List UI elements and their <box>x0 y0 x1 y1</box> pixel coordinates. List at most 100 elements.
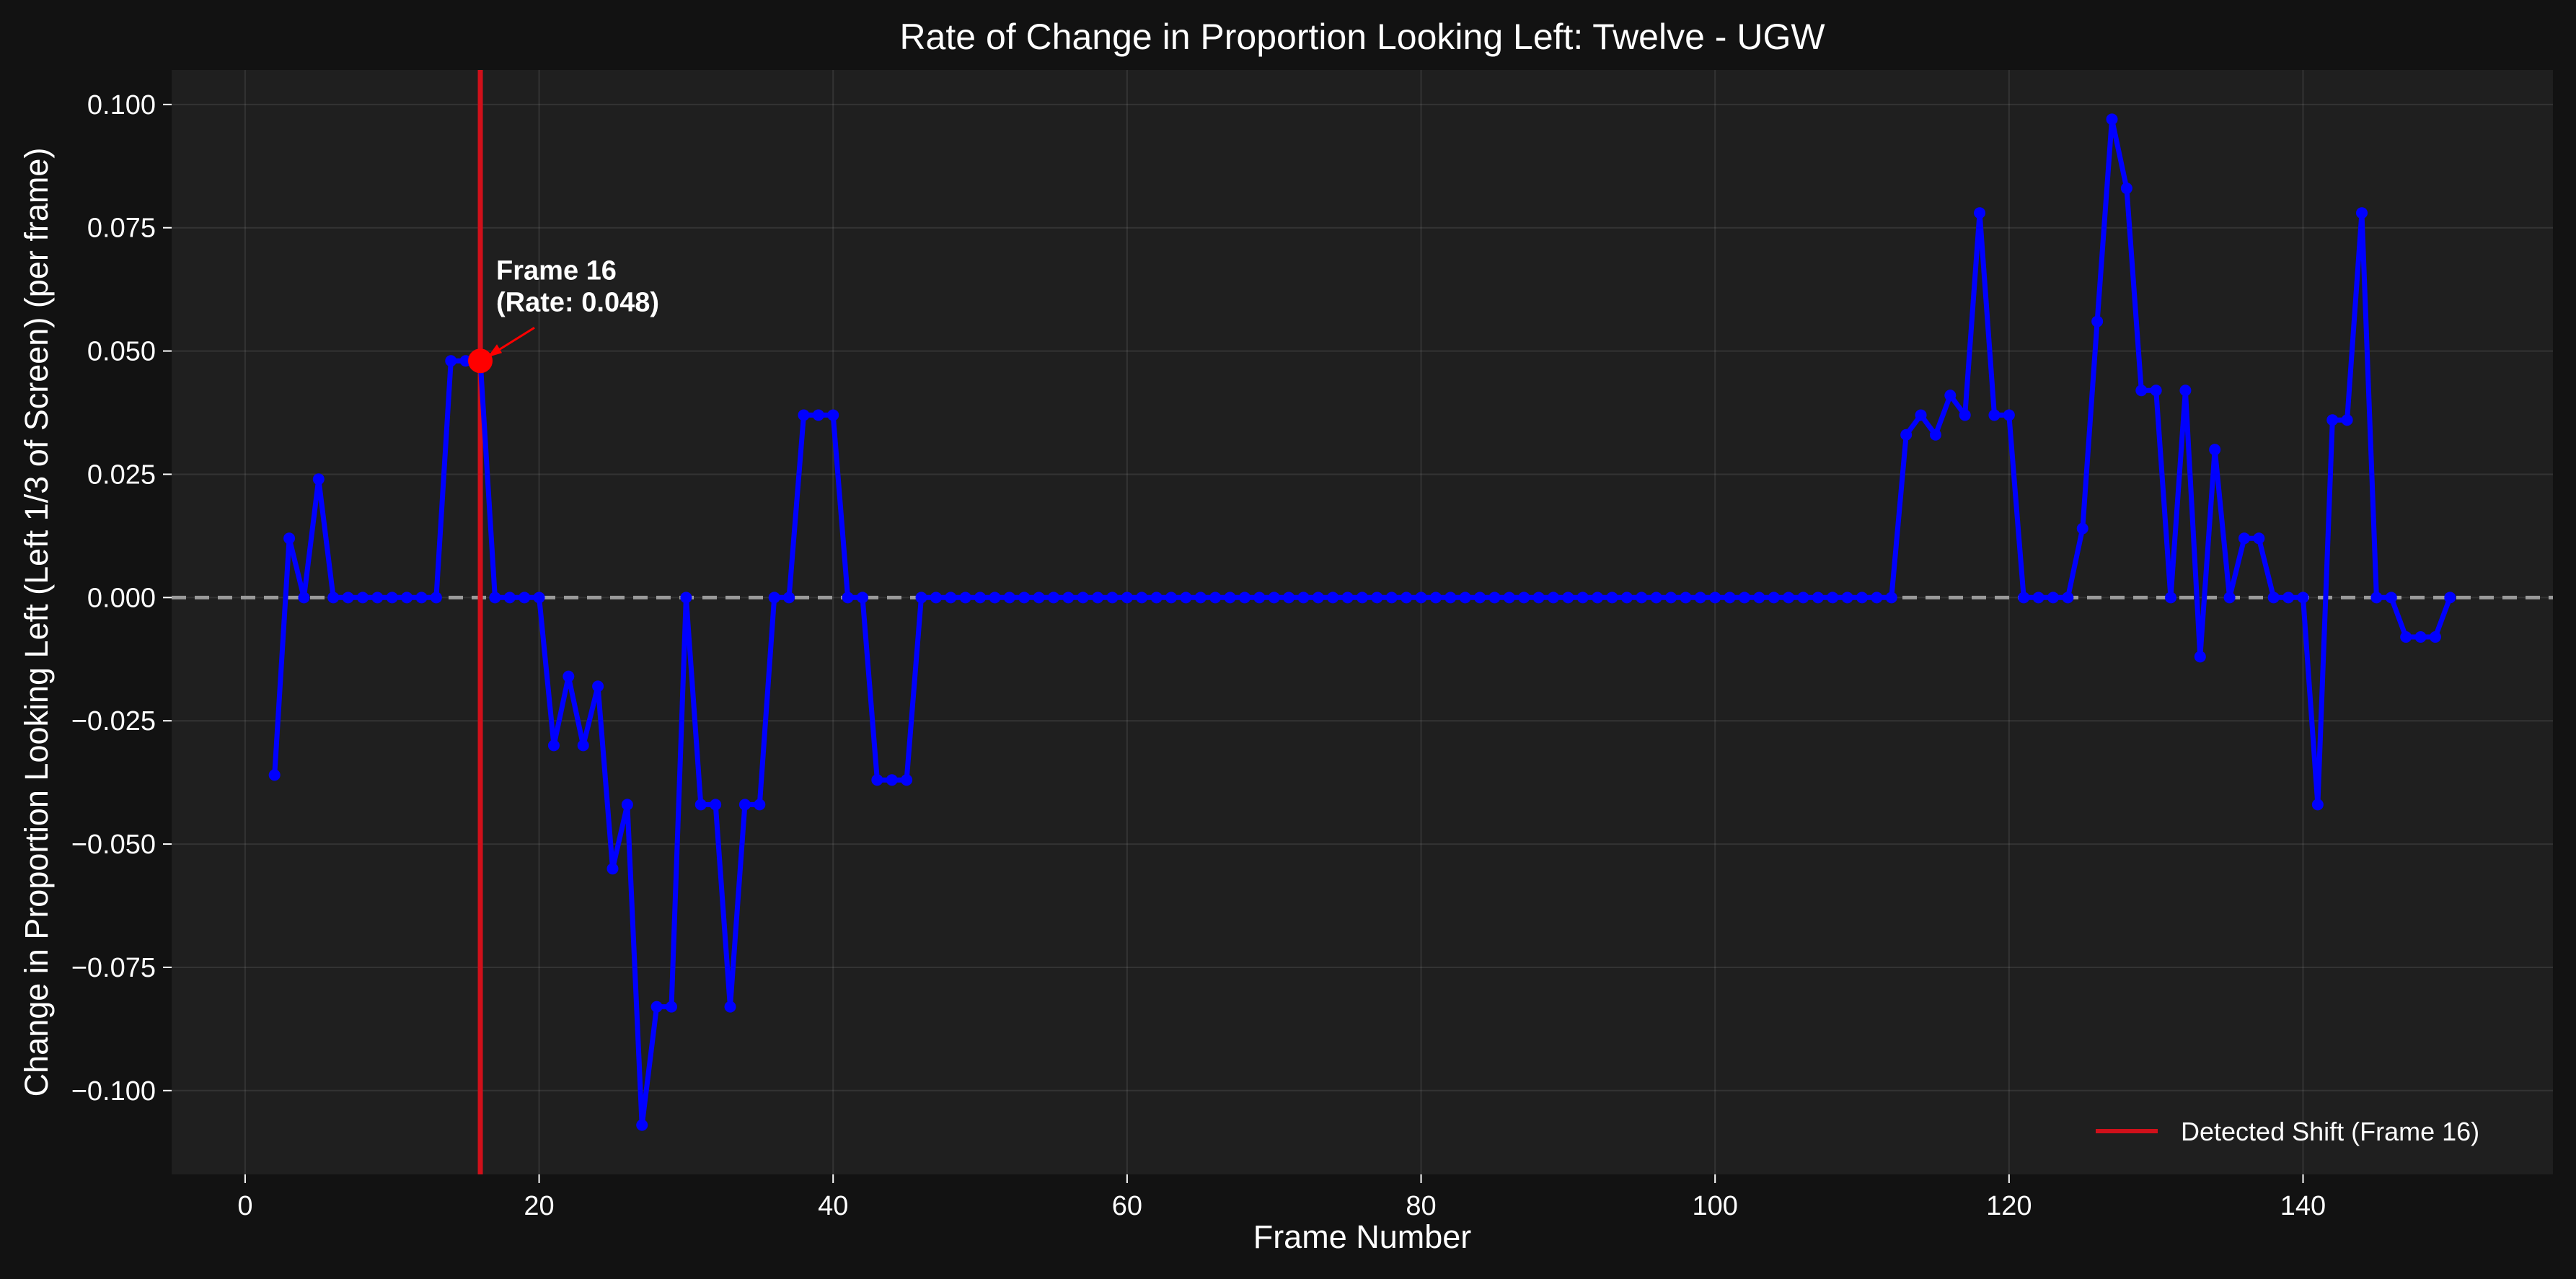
y-tick-label: 0.050 <box>87 337 156 367</box>
data-point <box>1856 592 1869 604</box>
data-point <box>371 592 384 604</box>
data-point <box>1827 592 1839 604</box>
data-point <box>666 1001 678 1013</box>
data-point <box>1136 592 1148 604</box>
data-point <box>2400 631 2412 643</box>
data-point <box>694 799 707 811</box>
data-point <box>2062 592 2074 604</box>
data-point <box>798 409 810 421</box>
data-point <box>1797 592 1809 604</box>
data-point <box>1312 592 1324 604</box>
data-point <box>2209 444 2221 456</box>
data-point <box>577 739 589 752</box>
data-point <box>1680 592 1692 604</box>
y-tick-label: −0.025 <box>71 706 156 737</box>
data-point <box>2223 592 2236 604</box>
data-point <box>1518 592 1530 604</box>
data-point <box>1503 592 1515 604</box>
plot-area <box>172 70 2553 1174</box>
data-point <box>1209 592 1222 604</box>
data-point <box>901 774 913 786</box>
data-point <box>2297 592 2309 604</box>
data-point <box>1812 592 1824 604</box>
data-point <box>2076 522 2088 535</box>
data-point <box>445 355 457 367</box>
data-point <box>2018 592 2030 604</box>
data-point <box>312 473 325 485</box>
x-tick-label: 80 <box>1406 1191 1436 1221</box>
data-point <box>1357 592 1368 604</box>
y-tick-label: −0.050 <box>71 830 156 860</box>
data-point <box>2282 592 2295 604</box>
data-point <box>327 592 340 604</box>
data-point <box>621 799 633 811</box>
data-point <box>812 409 824 421</box>
x-tick-label: 100 <box>1692 1191 1737 1221</box>
data-point <box>2326 414 2339 426</box>
data-point <box>298 592 310 604</box>
y-tick-label: −0.075 <box>71 953 156 983</box>
data-point <box>1047 592 1059 604</box>
annotation-arrowhead <box>488 344 503 358</box>
data-point <box>1444 592 1457 604</box>
chart-title: Rate of Change in Proportion Looking Lef… <box>899 17 1825 57</box>
data-point <box>283 532 296 545</box>
data-point <box>1768 592 1780 604</box>
data-point <box>768 592 780 604</box>
data-point <box>386 592 398 604</box>
data-point <box>1371 592 1383 604</box>
data-point <box>430 592 442 604</box>
data-point <box>1341 592 1354 604</box>
data-point <box>930 592 942 604</box>
data-point <box>1562 592 1574 604</box>
data-point <box>724 1001 736 1013</box>
data-point <box>871 774 883 786</box>
data-point <box>1753 592 1765 604</box>
data-point <box>2194 651 2206 663</box>
data-point <box>1018 592 1031 604</box>
x-axis-label: Frame Number <box>1253 1218 1472 1255</box>
legend-shift-label: Detected Shift (Frame 16) <box>2181 1117 2479 1146</box>
data-point <box>783 592 795 604</box>
data-point <box>1547 592 1559 604</box>
data-point <box>1106 592 1119 604</box>
data-point <box>1459 592 1471 604</box>
data-point <box>1724 592 1736 604</box>
data-point <box>2238 532 2250 545</box>
data-point <box>2135 384 2148 397</box>
data-point <box>1121 592 1133 604</box>
data-point <box>959 592 971 604</box>
data-point <box>1576 592 1589 604</box>
legend: Detected Shift (Frame 16) <box>2096 1117 2479 1146</box>
data-point <box>1620 592 1633 604</box>
data-point <box>342 592 354 604</box>
data-point <box>2253 532 2265 545</box>
data-point <box>2120 183 2132 195</box>
data-point <box>489 592 501 604</box>
data-point <box>2267 592 2280 604</box>
data-point <box>592 680 604 693</box>
data-point <box>1988 409 2001 421</box>
data-point <box>1929 428 1941 441</box>
data-point <box>1077 592 1089 604</box>
data-point <box>2385 592 2397 604</box>
data-point <box>2356 207 2368 219</box>
data-point <box>1033 592 1045 604</box>
data-point <box>636 1119 648 1131</box>
data-point <box>533 592 545 604</box>
data-point <box>268 769 281 781</box>
y-tick-label: −0.100 <box>71 1076 156 1107</box>
data-point <box>547 739 560 752</box>
data-point <box>1297 592 1310 604</box>
x-tick-label: 140 <box>2280 1191 2326 1221</box>
data-point <box>1092 592 1104 604</box>
data-point <box>1650 592 1662 604</box>
data-point <box>1194 592 1207 604</box>
data-point <box>2165 592 2177 604</box>
x-tick-label: 0 <box>237 1191 252 1221</box>
data-point <box>2106 113 2118 126</box>
data-point <box>2003 409 2015 421</box>
data-point <box>1592 592 1604 604</box>
data-point <box>1665 592 1677 604</box>
data-point <box>2150 384 2162 397</box>
